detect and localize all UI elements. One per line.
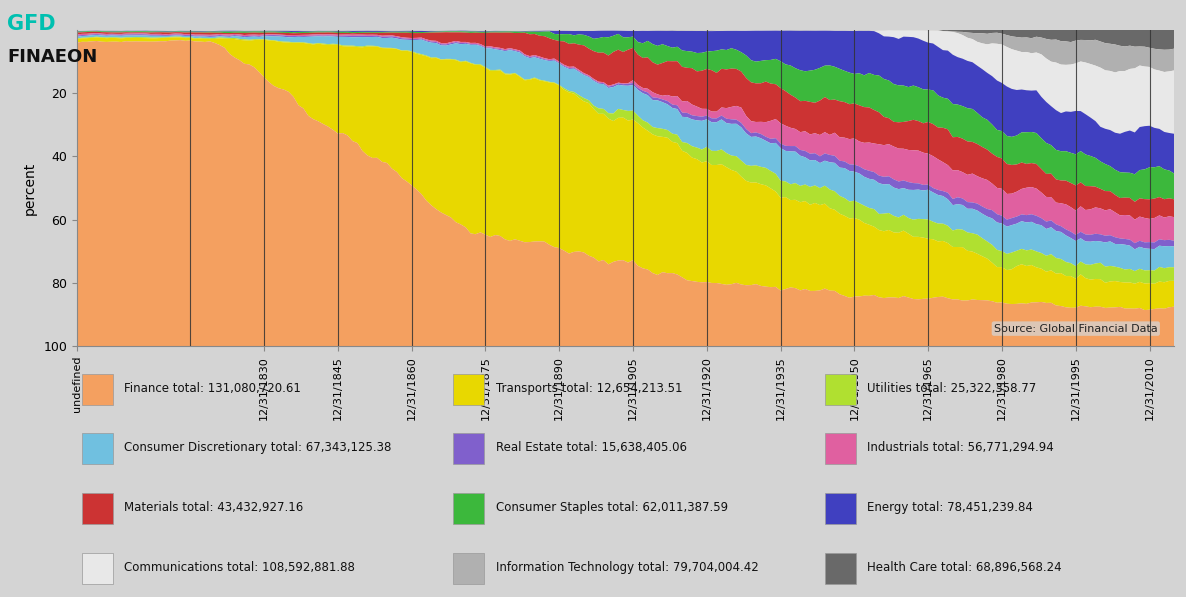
Bar [453, 493, 484, 524]
Text: Source: Global Financial Data: Source: Global Financial Data [994, 324, 1158, 334]
Text: Transports total: 12,654,213.51: Transports total: 12,654,213.51 [496, 381, 682, 395]
Text: FINAEON: FINAEON [7, 48, 97, 66]
Y-axis label: percent: percent [23, 161, 37, 215]
Text: Health Care total: 68,896,568.24: Health Care total: 68,896,568.24 [867, 561, 1061, 574]
Text: Real Estate total: 15,638,405.06: Real Estate total: 15,638,405.06 [496, 441, 687, 454]
Bar [824, 433, 856, 464]
Bar [824, 493, 856, 524]
Bar [453, 553, 484, 584]
Text: Utilities total: 25,322,358.77: Utilities total: 25,322,358.77 [867, 381, 1037, 395]
Text: Energy total: 78,451,239.84: Energy total: 78,451,239.84 [867, 501, 1033, 514]
Text: Consumer Staples total: 62,011,387.59: Consumer Staples total: 62,011,387.59 [496, 501, 728, 514]
Bar [82, 374, 113, 405]
Text: Communications total: 108,592,881.88: Communications total: 108,592,881.88 [125, 561, 355, 574]
Bar [453, 374, 484, 405]
Text: Information Technology total: 79,704,004.42: Information Technology total: 79,704,004… [496, 561, 758, 574]
Text: Industrials total: 56,771,294.94: Industrials total: 56,771,294.94 [867, 441, 1054, 454]
Bar [453, 433, 484, 464]
Bar [824, 374, 856, 405]
Bar [82, 493, 113, 524]
Bar [82, 433, 113, 464]
Text: GFD: GFD [7, 14, 56, 35]
Text: Finance total: 131,080,720.61: Finance total: 131,080,720.61 [125, 381, 301, 395]
Bar [82, 553, 113, 584]
Text: Consumer Discretionary total: 67,343,125.38: Consumer Discretionary total: 67,343,125… [125, 441, 391, 454]
Bar [824, 553, 856, 584]
Text: Materials total: 43,432,927.16: Materials total: 43,432,927.16 [125, 501, 304, 514]
